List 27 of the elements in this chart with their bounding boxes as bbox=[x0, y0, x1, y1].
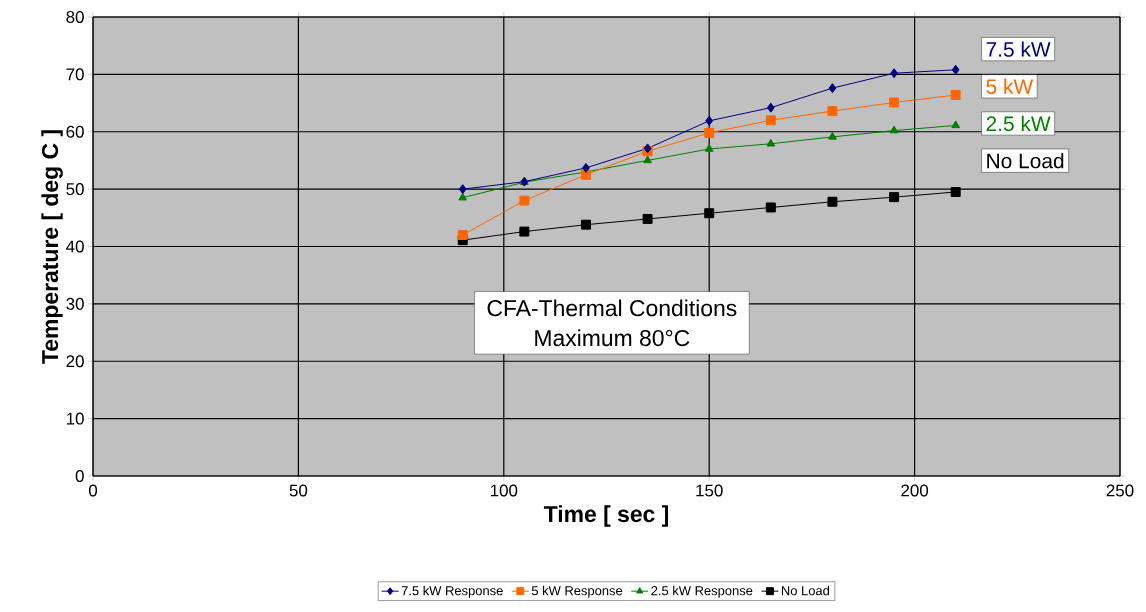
y-tick-label: 0 bbox=[75, 469, 84, 482]
x-tick-label: 150 bbox=[696, 484, 723, 497]
x-tick-label: 0 bbox=[88, 484, 98, 497]
y-tick-label: 30 bbox=[66, 297, 84, 310]
legend-label: 5 kW Response bbox=[531, 585, 623, 598]
x-tick-label: 250 bbox=[1106, 484, 1134, 497]
annotation: No Load bbox=[987, 152, 1064, 169]
y-tick-label: 80 bbox=[66, 10, 84, 23]
y-tick-label: 50 bbox=[66, 183, 84, 196]
annotation: CFA-Thermal Conditions bbox=[487, 299, 737, 317]
annotation: 7.5 kW bbox=[986, 41, 1051, 57]
x-tick-label: 200 bbox=[901, 484, 929, 497]
x-axis-title: Time [ sec ] bbox=[543, 505, 669, 527]
annotation: Maximum 80°C bbox=[535, 329, 690, 347]
annotation: 2.5 kW bbox=[986, 115, 1051, 132]
y-tick-label: 70 bbox=[66, 68, 84, 81]
y-tick-label: 20 bbox=[66, 355, 84, 368]
x-tick-label: 100 bbox=[490, 484, 518, 497]
x-tick-label: 50 bbox=[289, 484, 308, 497]
legend-label: 7.5 kW Response bbox=[401, 585, 503, 598]
legend-label: No Load bbox=[781, 585, 830, 596]
annotation: 5 kW bbox=[986, 78, 1034, 94]
y-tick-label: 60 bbox=[66, 125, 84, 138]
y-axis-title: Temperature [ deg C ] bbox=[41, 130, 63, 364]
y-tick-label: 40 bbox=[66, 240, 84, 253]
y-tick-label: 10 bbox=[66, 412, 84, 425]
legend-label: 2.5 kW Response bbox=[651, 585, 753, 598]
